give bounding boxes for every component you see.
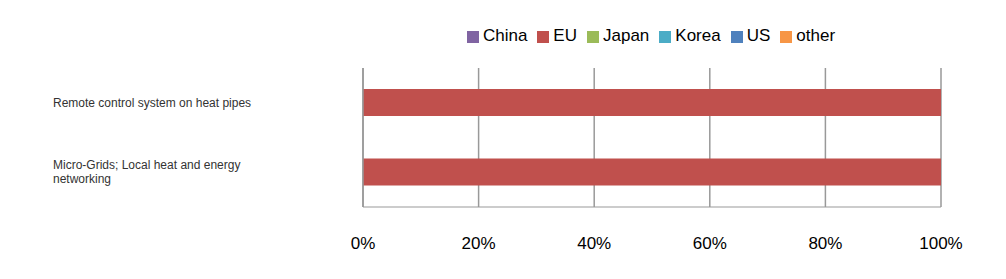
html-text:China: China [482, 26, 528, 45]
svg-text:20%: 20% [462, 234, 496, 253]
svg-text:0%: 0% [351, 234, 376, 253]
svg-text:Micro-Grids; Local heat and en: Micro-Grids; Local heat and energynetwor… [53, 158, 240, 186]
html-text:other: other [796, 26, 836, 45]
svg-text:60%: 60% [693, 234, 727, 253]
svg-text:40%: 40% [577, 234, 611, 253]
svg-text:80%: 80% [808, 234, 842, 253]
svg-text:100%: 100% [919, 234, 962, 253]
html-text:EU: EU [553, 26, 577, 45]
html-text:Japan: Japan [603, 26, 650, 45]
html-text:US: US [746, 26, 771, 45]
html-text:Korea: Korea [675, 26, 721, 45]
svg-text:Remote control system on heat: Remote control system on heat pipes [53, 96, 251, 110]
